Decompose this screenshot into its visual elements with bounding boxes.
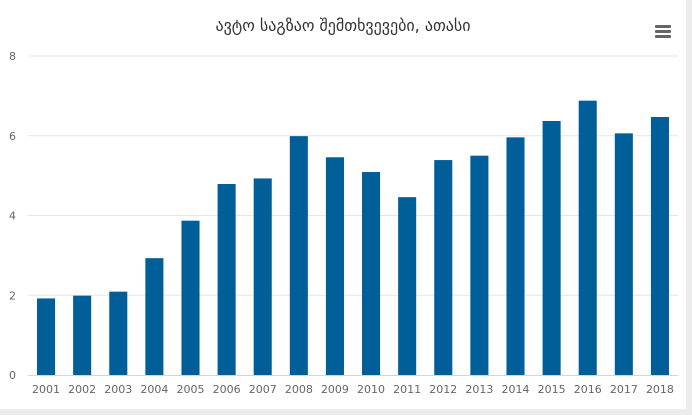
x-tick-label-2016: 2016: [574, 383, 602, 396]
x-tick-label-2001: 2001: [32, 383, 60, 396]
x-tick-label-2009: 2009: [321, 383, 349, 396]
y-tick-label-1: 2: [9, 289, 16, 302]
bar-2006[interactable]: [217, 183, 236, 375]
chart-title: ავტო საგზაო შემთხვევები, ათასი: [215, 16, 471, 35]
x-tick-label-2004: 2004: [140, 383, 168, 396]
x-tick-label-2010: 2010: [357, 383, 385, 396]
y-tick-label-3: 6: [9, 130, 16, 143]
bar-2012[interactable]: [434, 160, 453, 375]
x-tick-label-2012: 2012: [429, 383, 457, 396]
bar-2008[interactable]: [289, 136, 308, 375]
bar-2009[interactable]: [325, 157, 344, 375]
x-tick-label-2013: 2013: [465, 383, 493, 396]
chart-plot: 0 2 4 6 8 2001 2002 2003 2004 2005 2006 2007 2008 200…: [9, 50, 678, 396]
bar-2003[interactable]: [109, 291, 128, 375]
bar-2011[interactable]: [398, 197, 417, 375]
y-tick-label-4: 8: [9, 50, 16, 63]
x-tick-label-2014: 2014: [502, 383, 530, 396]
x-tick-label-2002: 2002: [68, 383, 96, 396]
x-tick-label-2017: 2017: [610, 383, 638, 396]
bar-2015[interactable]: [542, 120, 561, 375]
x-tick-label-2008: 2008: [285, 383, 313, 396]
x-tick-label-2011: 2011: [393, 383, 421, 396]
bar-2016[interactable]: [578, 100, 597, 375]
x-tick-label-2015: 2015: [538, 383, 566, 396]
bar-2001[interactable]: [37, 298, 56, 375]
x-tick-label-2007: 2007: [249, 383, 277, 396]
y-tick-label-2: 4: [9, 210, 16, 223]
bar-2014[interactable]: [506, 137, 525, 375]
bar-2013[interactable]: [470, 155, 489, 375]
bar-2002[interactable]: [73, 295, 92, 375]
bar-2018[interactable]: [650, 117, 669, 375]
bar-2017[interactable]: [614, 133, 633, 375]
y-tick-label-0: 0: [9, 369, 16, 382]
bar-2005[interactable]: [181, 220, 200, 375]
x-tick-label-2006: 2006: [213, 383, 241, 396]
bar-2004[interactable]: [145, 258, 164, 375]
hamburger-menu-icon[interactable]: [652, 22, 674, 40]
x-tick-label-2018: 2018: [646, 383, 674, 396]
chart-container: ავტო საგზაო შემთხვევები, ათასი 0 2 4 6 8 2001…: [0, 0, 686, 409]
x-tick-label-2005: 2005: [177, 383, 205, 396]
x-tick-label-2003: 2003: [104, 383, 132, 396]
bar-2007[interactable]: [253, 178, 272, 375]
bar-2010[interactable]: [362, 172, 381, 375]
